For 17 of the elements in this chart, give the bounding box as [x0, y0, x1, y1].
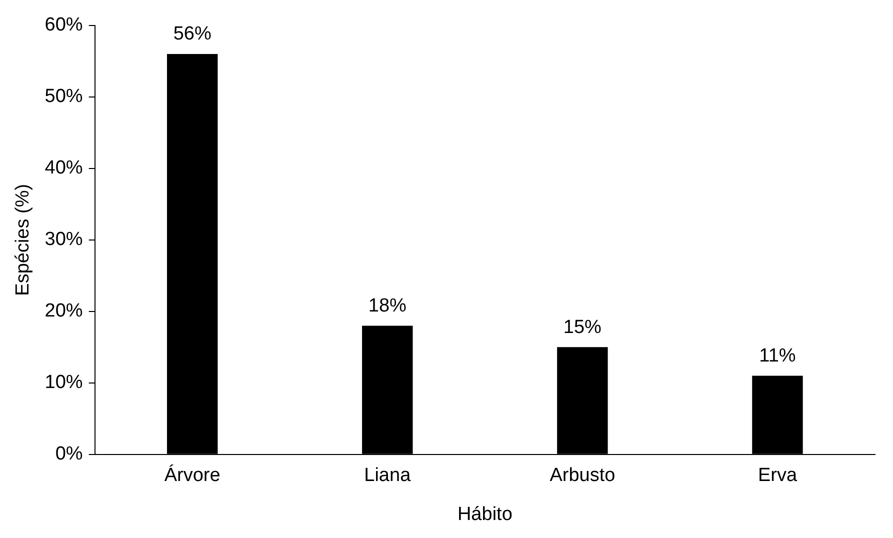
data-label: 18% — [368, 295, 407, 316]
y-tick-label: 40% — [44, 158, 83, 179]
data-label: 11% — [759, 345, 796, 366]
x-tick-label: Liana — [364, 465, 412, 486]
data-label: 15% — [563, 316, 602, 338]
y-tick-label: 30% — [44, 229, 83, 250]
x-axis-title: Hábito — [457, 504, 512, 525]
x-tick-label: Árvore — [164, 464, 220, 486]
y-tick-label: 0% — [55, 444, 83, 465]
x-tick-label: Erva — [758, 465, 798, 486]
y-tick-label: 10% — [44, 372, 83, 394]
y-tick-label: 20% — [44, 300, 83, 322]
data-label: 56% — [173, 24, 212, 45]
y-tick-label: 50% — [44, 86, 83, 108]
x-tick-label: Arbusto — [550, 465, 616, 486]
y-tick-label: 60% — [44, 14, 83, 36]
y-axis-title: Espécies (%) — [12, 184, 34, 296]
